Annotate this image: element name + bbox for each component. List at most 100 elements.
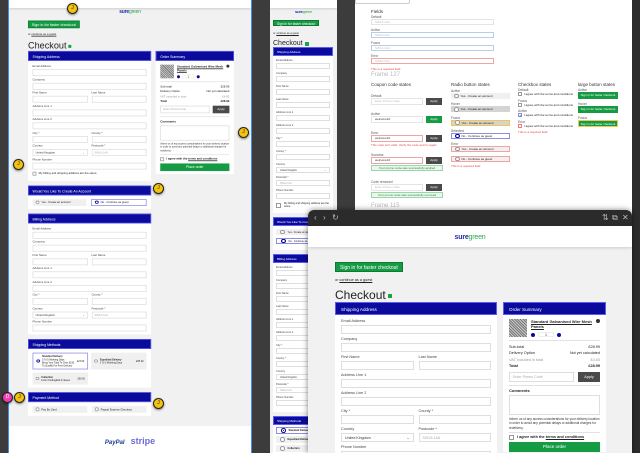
text-input[interactable] [32, 324, 147, 332]
text-input[interactable] [32, 162, 147, 170]
text-input[interactable] [276, 63, 330, 69]
coupon-input[interactable]: Enter Promo Code [371, 184, 423, 191]
shipping-method-option[interactable]: Expedited Delivery 1 To 3 Working Days £65… [91, 352, 147, 370]
text-input[interactable] [32, 284, 147, 292]
country-select[interactable]: United Kingdom ⌄ [32, 149, 88, 156]
shipping-method-option[interactable]: Standard Delivery 3 To 5 Working Days Brin… [32, 352, 89, 370]
text-input[interactable] [341, 325, 491, 334]
comment-badge[interactable]: J [13, 159, 24, 170]
remove-item-icon[interactable] [226, 64, 230, 68]
sign-in-button-state[interactable]: Sign in for faster checkout [578, 106, 618, 113]
text-input[interactable]: SW1A 1AA [91, 149, 147, 156]
text-input[interactable] [32, 135, 88, 143]
field-state-input[interactable]: SW1A 1AA [371, 32, 494, 38]
sign-in-button[interactable]: Sign in for faster checkout [335, 262, 403, 272]
comments-textarea[interactable] [160, 125, 230, 141]
apply-promo-button[interactable]: Apply [212, 105, 230, 114]
text-input[interactable] [32, 109, 147, 116]
minus-icon[interactable] [176, 74, 180, 78]
comment-badge[interactable]: J [14, 392, 25, 403]
text-input[interactable] [418, 361, 491, 370]
suregreen-logo[interactable]: suregreen [455, 228, 486, 248]
text-input[interactable] [276, 154, 330, 160]
comment-badge[interactable]: J [238, 127, 249, 138]
text-input[interactable] [341, 379, 491, 388]
suregreen-logo[interactable]: suregreen [295, 9, 312, 14]
country-select[interactable]: United Kingdom ⌄ [276, 167, 330, 173]
text-input[interactable] [276, 141, 330, 147]
plus-icon[interactable] [557, 332, 561, 337]
text-input[interactable] [32, 122, 147, 130]
payment-option[interactable]: Pay By Card [32, 405, 88, 413]
comment-badge[interactable]: D [2, 392, 13, 403]
text-input[interactable] [32, 231, 147, 239]
text-input[interactable] [276, 89, 330, 95]
text-input[interactable] [32, 258, 88, 265]
text-input[interactable] [418, 415, 491, 424]
back-icon[interactable]: ‹ [314, 213, 317, 222]
coupon-input[interactable]: welcome10 [371, 135, 423, 142]
radio-create-account[interactable]: Yes - Create an account [32, 198, 87, 206]
radio-create-account[interactable]: Yes - Create an account [276, 229, 330, 235]
comment-badge[interactable]: J [67, 3, 78, 14]
text-input[interactable] [341, 451, 491, 453]
promo-code-input[interactable]: Enter Promo Code [160, 105, 210, 114]
text-input[interactable] [32, 244, 147, 252]
text-input[interactable] [32, 271, 147, 279]
comments-textarea[interactable] [509, 395, 600, 416]
coupon-input[interactable]: welcome10 [371, 157, 423, 164]
text-input[interactable]: SW1A 1AA [276, 180, 330, 186]
quantity-input[interactable]: 1 [538, 332, 554, 337]
place-order-button[interactable]: Place order [509, 441, 600, 452]
apply-button[interactable]: Apply [426, 157, 442, 164]
apply-button[interactable]: Apply [426, 116, 442, 123]
radio-option[interactable]: Yes - Create an account [451, 146, 510, 153]
coupon-input[interactable]: welcome10 [371, 116, 423, 123]
radio-option[interactable]: Yes - Create an account [451, 93, 510, 99]
terms-link[interactable]: terms and conditions [188, 157, 218, 161]
continue-as-guest-link[interactable]: continue as a guest [339, 278, 373, 282]
checkbox-option[interactable]: I agree with the terms and conditions [518, 123, 573, 128]
sign-in-button[interactable]: Sign in for faster checkout [273, 20, 320, 26]
same-address-checkbox[interactable]: My billing and shipping address are the … [32, 171, 147, 176]
product-name-link[interactable]: Standard Galvanised Wire Mesh Panels [176, 64, 224, 73]
text-input[interactable] [341, 397, 491, 406]
text-input[interactable] [276, 102, 330, 108]
text-input[interactable] [91, 135, 147, 143]
promo-code-input[interactable]: Enter Promo Code [509, 372, 574, 383]
forward-icon[interactable]: › [323, 213, 326, 222]
checkbox-option[interactable]: ✓ I agree with the terms and conditions [518, 113, 573, 118]
text-input[interactable] [91, 258, 147, 265]
country-select[interactable]: United Kingdom ⌄ [341, 433, 414, 442]
same-address-checkbox[interactable]: My billing and shipping address are the … [276, 202, 330, 208]
comment-badge[interactable]: J [153, 183, 164, 194]
field-state-input[interactable]: SW1A 1AA [371, 19, 494, 25]
settings-icon[interactable]: ⇅ [602, 213, 609, 222]
text-input[interactable] [341, 343, 491, 352]
text-input[interactable] [341, 361, 414, 370]
close-icon[interactable]: ✕ [622, 213, 629, 222]
quantity-input[interactable]: 1 [182, 74, 195, 79]
sign-in-button-state[interactable]: Sign in for faster checkout [578, 92, 618, 99]
terms-link[interactable]: terms and conditions [545, 435, 585, 440]
text-input[interactable] [276, 115, 330, 121]
shipping-method-option[interactable]: Collection From Frodingfield In Essex £00.… [32, 372, 89, 385]
sign-in-button-state[interactable]: Sign in for faster checkout [578, 120, 618, 127]
text-input[interactable]: SW1A 1AA [91, 311, 147, 319]
apply-button[interactable]: Apply [426, 135, 442, 142]
text-input[interactable] [32, 297, 88, 305]
apply-promo-button[interactable]: Apply [578, 372, 600, 383]
sign-in-button[interactable]: Sign in for faster checkout [28, 20, 80, 29]
text-input[interactable] [32, 82, 147, 90]
product-name-link[interactable]: Standard Galvanised Wire Mesh Panels [531, 319, 592, 329]
plus-icon[interactable] [196, 74, 200, 78]
reload-icon[interactable]: ↻ [332, 213, 339, 222]
product-image[interactable] [160, 64, 174, 79]
text-input[interactable] [91, 95, 147, 103]
product-image[interactable] [509, 319, 527, 337]
radio-option[interactable]: Yes - Create an account [451, 106, 510, 113]
radio-option[interactable]: Yes - Create an account [451, 119, 510, 126]
apply-button[interactable]: Apply [426, 98, 442, 105]
remove-item-icon[interactable] [596, 319, 600, 323]
text-input[interactable] [276, 193, 330, 199]
